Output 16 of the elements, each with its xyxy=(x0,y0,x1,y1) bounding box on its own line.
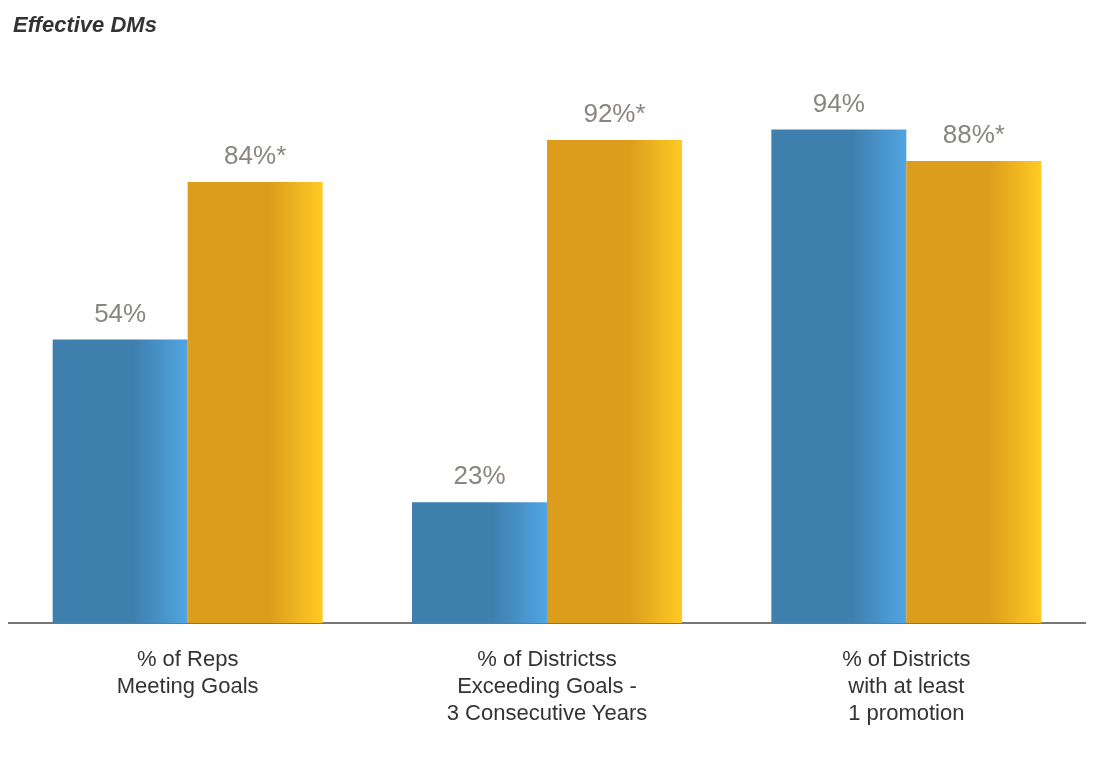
chart-title: Effective DMs xyxy=(13,11,157,37)
bar xyxy=(412,502,547,623)
data-label: 54% xyxy=(94,297,147,328)
data-label: 84%* xyxy=(224,140,287,170)
data-label: 92%* xyxy=(583,98,646,128)
bar xyxy=(771,129,907,623)
x-tick-label: % of Districtss Exceeding Goals - 3 Consecutive Years xyxy=(446,646,648,725)
bar xyxy=(187,182,323,623)
bar xyxy=(52,339,188,623)
data-label: 88%* xyxy=(942,119,1005,149)
bar xyxy=(906,161,1042,623)
bar xyxy=(547,140,682,623)
data-label: 94% xyxy=(812,87,865,118)
data-label: 23% xyxy=(453,460,506,491)
x-tick-label: % of Districts with at least 1 promotion xyxy=(842,646,971,725)
x-tick-label: % of Reps Meeting Goals xyxy=(116,646,259,698)
